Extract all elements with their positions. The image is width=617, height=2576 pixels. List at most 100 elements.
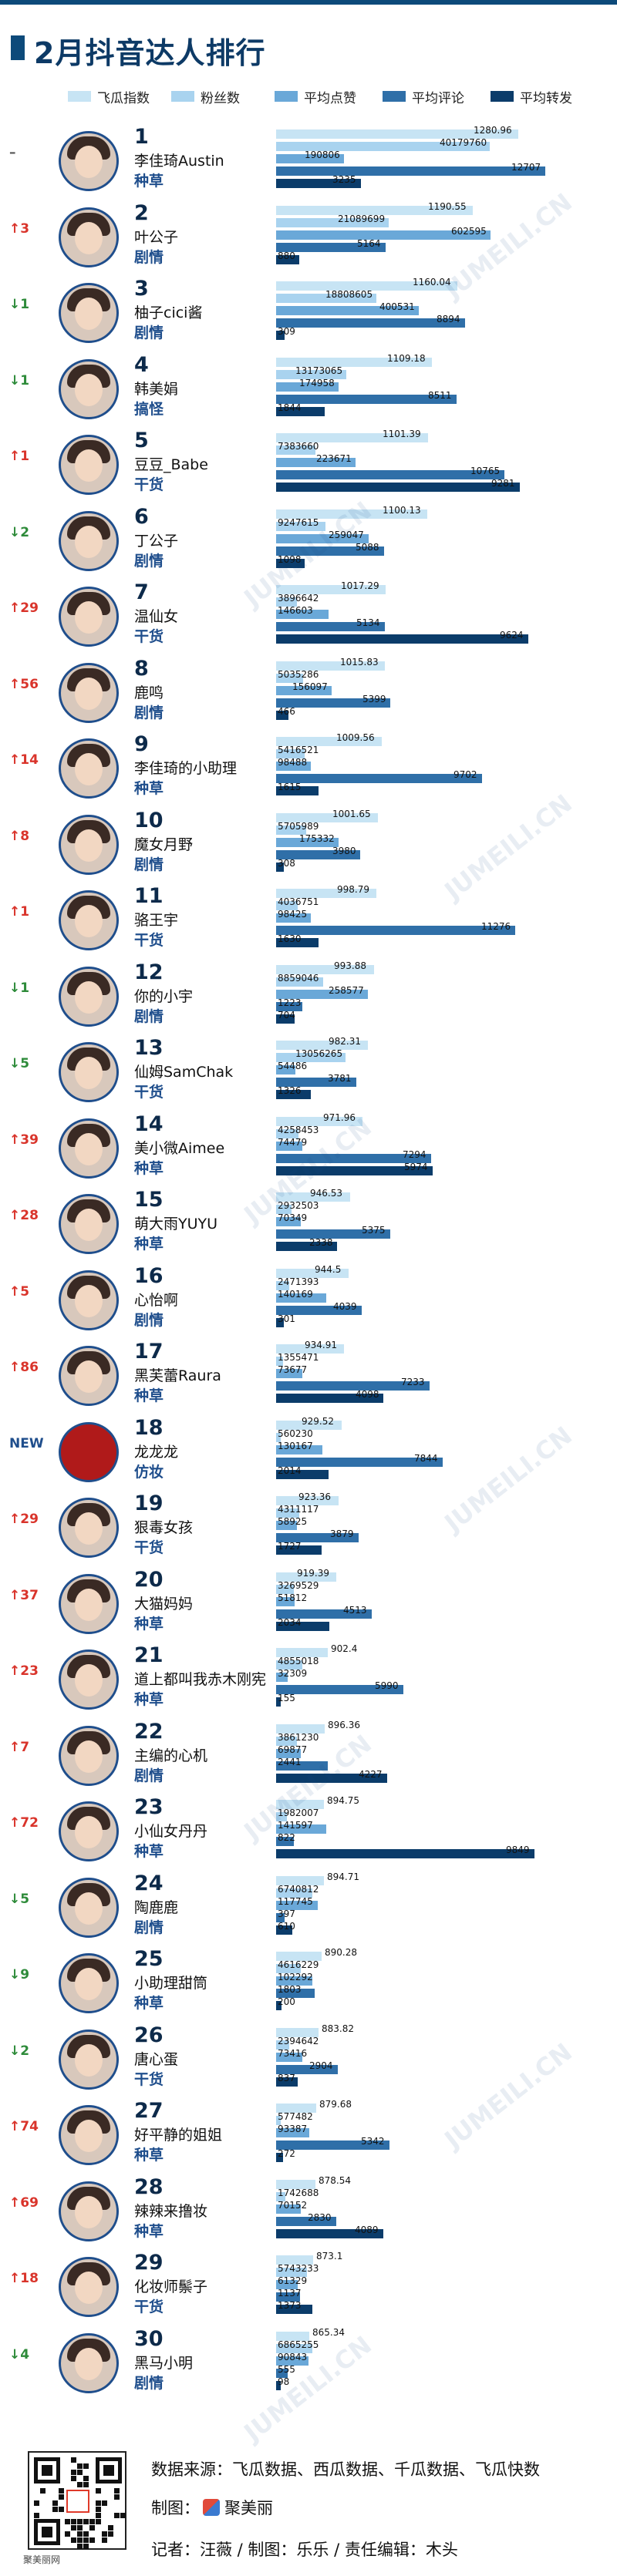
bar-value-label: 2932503	[278, 1200, 319, 1211]
ranking-row[interactable]: ↑14 9 李佳琦的小助理 种草 1009.56 5416521 98488 9702 1615	[0, 728, 617, 803]
bar-likes	[276, 685, 332, 695]
avatar	[59, 966, 119, 1027]
bar-value-label: 998.79	[337, 884, 369, 895]
bar-index	[276, 2179, 316, 2189]
ranking-row[interactable]: ↓2 6 丁公子 剧情 1100.13 9247615 259047 5088 1098	[0, 500, 617, 576]
ranking-row[interactable]: ↑37 20 大猫妈妈 种草 919.39 3269529 51812 4513 2034	[0, 1563, 617, 1639]
influencer-name: 小仙女丹丹	[134, 1823, 208, 1840]
avatar-face	[75, 753, 103, 785]
qr-module	[89, 2525, 95, 2531]
category-label: 种草	[134, 780, 164, 797]
ranking-row[interactable]: ↑69 28 辣辣来撸妆 种草 878.54 1742688 70152 2830 4089	[0, 2171, 617, 2246]
ranking-row[interactable]: ↓4 30 黑马小明 剧情 865.34 6865255 90843 555 98	[0, 2322, 617, 2398]
ranking-row[interactable]: ↓9 25 小助理甜筒 种草 890.28 4616229 102292 1803 200	[0, 1942, 617, 2018]
influencer-name: 小助理甜筒	[134, 1975, 208, 1992]
ranking-row[interactable]: ↓5 24 陶鹿鹿 剧情 894.71 6740812 117745 397 610	[0, 1867, 617, 1942]
bar-value-label: 894.71	[327, 1871, 359, 1882]
bar-comments	[276, 2216, 336, 2226]
ranking-row[interactable]: ↑29 19 狠毒女孩 干货 923.36 4311117 58925 3879 1727	[0, 1487, 617, 1562]
ranking-row[interactable]: ↑1 11 骆王宇 干货 998.79 4036751 98425 11276 1630	[0, 879, 617, 955]
ranking-row[interactable]: ↑28 15 萌大雨YUYU 种草 946.53 2932503 70349 5375 2338	[0, 1183, 617, 1259]
ranking-row[interactable]: ↑18 29 化妆师鬃子 干货 873.1 5743233 61329 1137 1373	[0, 2246, 617, 2322]
category-label: 种草	[134, 1236, 164, 1253]
bar-index	[276, 964, 374, 974]
bar-comments	[276, 926, 516, 935]
avatar	[59, 738, 119, 799]
influencer-name: 辣辣来撸妆	[134, 2202, 208, 2220]
avatar	[59, 587, 119, 647]
bar-index	[276, 2255, 313, 2265]
ranking-row[interactable]: ↓5 13 仙姆SamChak 干货 982.31 13056265 54486 3781 13…	[0, 1031, 617, 1107]
ranking-row[interactable]: ↓1 3 柚子cici酱 剧情 1160.04 18808605 400531 8894 309	[0, 272, 617, 348]
qr-code[interactable]	[28, 2451, 126, 2550]
category-label: 干货	[134, 476, 164, 493]
ranking-row[interactable]: ↑29 7 温仙女 干货 1017.29 3896642 146603 5134 9624	[0, 576, 617, 651]
ranking-row[interactable]: ↓1 4 韩美娟 搞怪 1109.18 13173065 174958 8511 1844	[0, 348, 617, 424]
ranking-row[interactable]: ↑8 10 魔女月野 剧情 1001.65 5705989 175332 3980 308	[0, 804, 617, 879]
bar-value-label: 4227	[359, 1768, 383, 1780]
bar-index	[276, 661, 385, 671]
bar-likes	[276, 1369, 302, 1378]
bar-shares	[276, 2077, 298, 2087]
rank-number: 6	[134, 504, 149, 529]
influencer-name: 美小微Aimee	[134, 1139, 225, 1157]
ranking-row[interactable]: – 1 李佳琦Austin 种草 1280.96 40179760 190806 12707 3…	[0, 120, 617, 196]
category-label: 种草	[134, 173, 164, 190]
qr-module	[71, 2537, 76, 2543]
ranking-row[interactable]: ↓2 26 唐心蛋 干货 883.82 2394642 73416 2904 837	[0, 2019, 617, 2094]
ranking-row[interactable]: ↑23 21 道上都叫我赤木刚宪 种草 902.4 4855018 32309 5990 155	[0, 1639, 617, 1714]
rank-change: ↑69	[9, 2194, 39, 2211]
bar-index	[276, 1875, 324, 1885]
title-marker	[11, 35, 25, 60]
bar-value-label: 4258453	[278, 1124, 319, 1135]
bar-fans	[276, 2191, 286, 2201]
avatar-face	[75, 1968, 103, 2000]
ranking-row[interactable]: ↑7 22 主编的心机 剧情 896.36 3861230 69877 2441 4227	[0, 1715, 617, 1791]
rank-number: 29	[134, 2251, 164, 2275]
bar-comments	[276, 698, 391, 708]
ranking-row[interactable]: ↑74 27 好平静的姐姐 种草 879.68 577482 93387 5342 272	[0, 2094, 617, 2170]
ranking-row[interactable]: ↑5 16 心怡啊 剧情 944.5 2471393 140169 4039 301	[0, 1259, 617, 1335]
ranking-row[interactable]: ↑1 5 豆豆_Babe 干货 1101.39 7383660 223671 10765 928…	[0, 424, 617, 499]
ranking-row[interactable]: ↑86 17 黑芙蕾Raura 种草 934.91 1355471 73677 7233 409…	[0, 1335, 617, 1411]
avatar-face	[75, 1209, 103, 1241]
ranking-row[interactable]: NEW 18 龙龙龙 仿妆 929.52 560230 130167 7844 2014	[0, 1411, 617, 1487]
bar-value-label: 301	[278, 1313, 295, 1324]
legend-item: 平均评论	[383, 85, 464, 108]
bar-value-label: 18808605	[325, 289, 373, 300]
bar-value-label: 1742688	[278, 2187, 319, 2198]
bar-value-label: 397	[278, 1908, 295, 1919]
category-label: 仿妆	[134, 1463, 164, 1481]
ranking-row[interactable]: ↓1 12 你的小宇 剧情 993.88 8859046 258577 1223 704	[0, 956, 617, 1031]
influencer-name: 萌大雨YUYU	[134, 1216, 218, 1233]
rank-change: ↑29	[9, 1512, 39, 1527]
bar-fans	[276, 825, 307, 835]
bar-comments	[276, 2292, 301, 2302]
influencer-name: 陶鹿鹿	[134, 1898, 179, 1916]
category-label: 种草	[134, 1691, 164, 1708]
bar-value-label: 7844	[414, 1452, 438, 1464]
rank-change: ↓9	[9, 1967, 30, 1982]
bar-value-label: 919.39	[297, 1567, 329, 1579]
rank-number: 3	[134, 277, 149, 301]
ranking-row[interactable]: ↑56 8 鹿鸣 剧情 1015.83 5035286 156097 5399 466	[0, 652, 617, 728]
bar-value-label: 7294	[403, 1148, 427, 1160]
bar-value-label: 4311117	[278, 1504, 319, 1515]
bar-fans	[276, 1432, 281, 1442]
bar-value-label: 70152	[278, 2199, 308, 2211]
ranking-row[interactable]: ↑72 23 小仙女丹丹 种草 894.75 1982007 141597 822 9849	[0, 1791, 617, 1866]
avatar	[59, 207, 119, 267]
avatar	[59, 1650, 119, 1710]
influencer-name: 龙龙龙	[134, 1443, 179, 1461]
bar-comments	[276, 1533, 359, 1542]
bar-value-label: 7233	[401, 1377, 425, 1387]
bar-fans	[276, 2040, 289, 2050]
qr-module	[59, 2488, 64, 2494]
qr-module	[102, 2531, 107, 2537]
qr-module	[96, 2507, 101, 2512]
ranking-row[interactable]: ↑3 2 叶公子 剧情 1190.55 21089699 602595 5164 880	[0, 197, 617, 272]
rank-change: ↑1	[9, 904, 30, 920]
bar-value-label: 1098	[278, 553, 302, 565]
influencer-name: 李佳琦的小助理	[134, 760, 238, 777]
ranking-row[interactable]: ↑39 14 美小微Aimee 种草 971.96 4258453 74479 7294 597…	[0, 1108, 617, 1183]
